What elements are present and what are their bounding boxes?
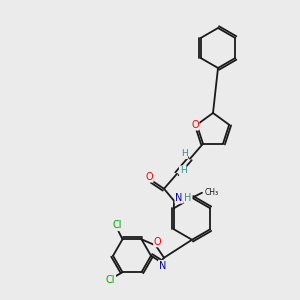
- Text: H: H: [184, 193, 192, 203]
- Text: Cl: Cl: [106, 275, 115, 285]
- Text: O: O: [154, 236, 162, 247]
- Text: CH₃: CH₃: [205, 188, 219, 197]
- Text: N: N: [175, 193, 183, 203]
- Text: O: O: [145, 172, 153, 182]
- Text: H: H: [180, 166, 186, 175]
- Text: H: H: [181, 149, 188, 158]
- Text: Cl: Cl: [113, 220, 122, 230]
- Text: N: N: [159, 261, 166, 271]
- Text: O: O: [191, 120, 199, 130]
